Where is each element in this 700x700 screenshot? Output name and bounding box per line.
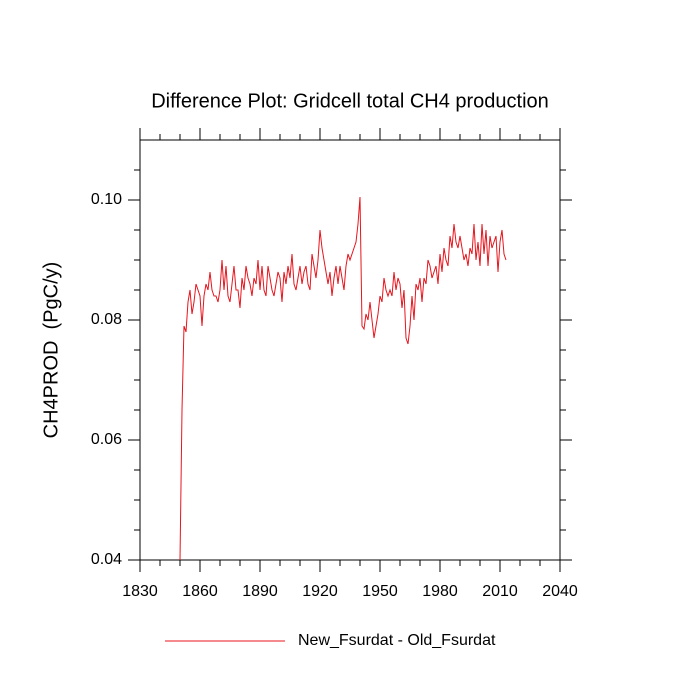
y-tick-label: 0.06 <box>91 431 122 448</box>
y-tick-label: 0.08 <box>91 311 122 328</box>
data-line <box>179 196 507 561</box>
y-axis-label: CH4PROD (PgC/y) <box>40 262 62 439</box>
plot-frame <box>139 139 561 561</box>
x-tick-label: 2010 <box>482 583 518 600</box>
chart-title: Difference Plot: Gridcell total CH4 prod… <box>151 90 549 112</box>
x-tick-label: 2040 <box>542 583 578 600</box>
x-tick-label: 1860 <box>182 583 218 600</box>
legend-label: New_Fsurdat - Old_Fsurdat <box>298 632 496 649</box>
y-tick-label: 0.04 <box>91 551 122 568</box>
x-tick-label: 1890 <box>242 583 278 600</box>
x-tick-label: 1920 <box>302 583 338 600</box>
x-tick-label: 1950 <box>362 583 398 600</box>
x-tick-label: 1830 <box>122 583 158 600</box>
y-tick-label: 0.10 <box>91 191 122 208</box>
x-tick-label: 1980 <box>422 583 458 600</box>
